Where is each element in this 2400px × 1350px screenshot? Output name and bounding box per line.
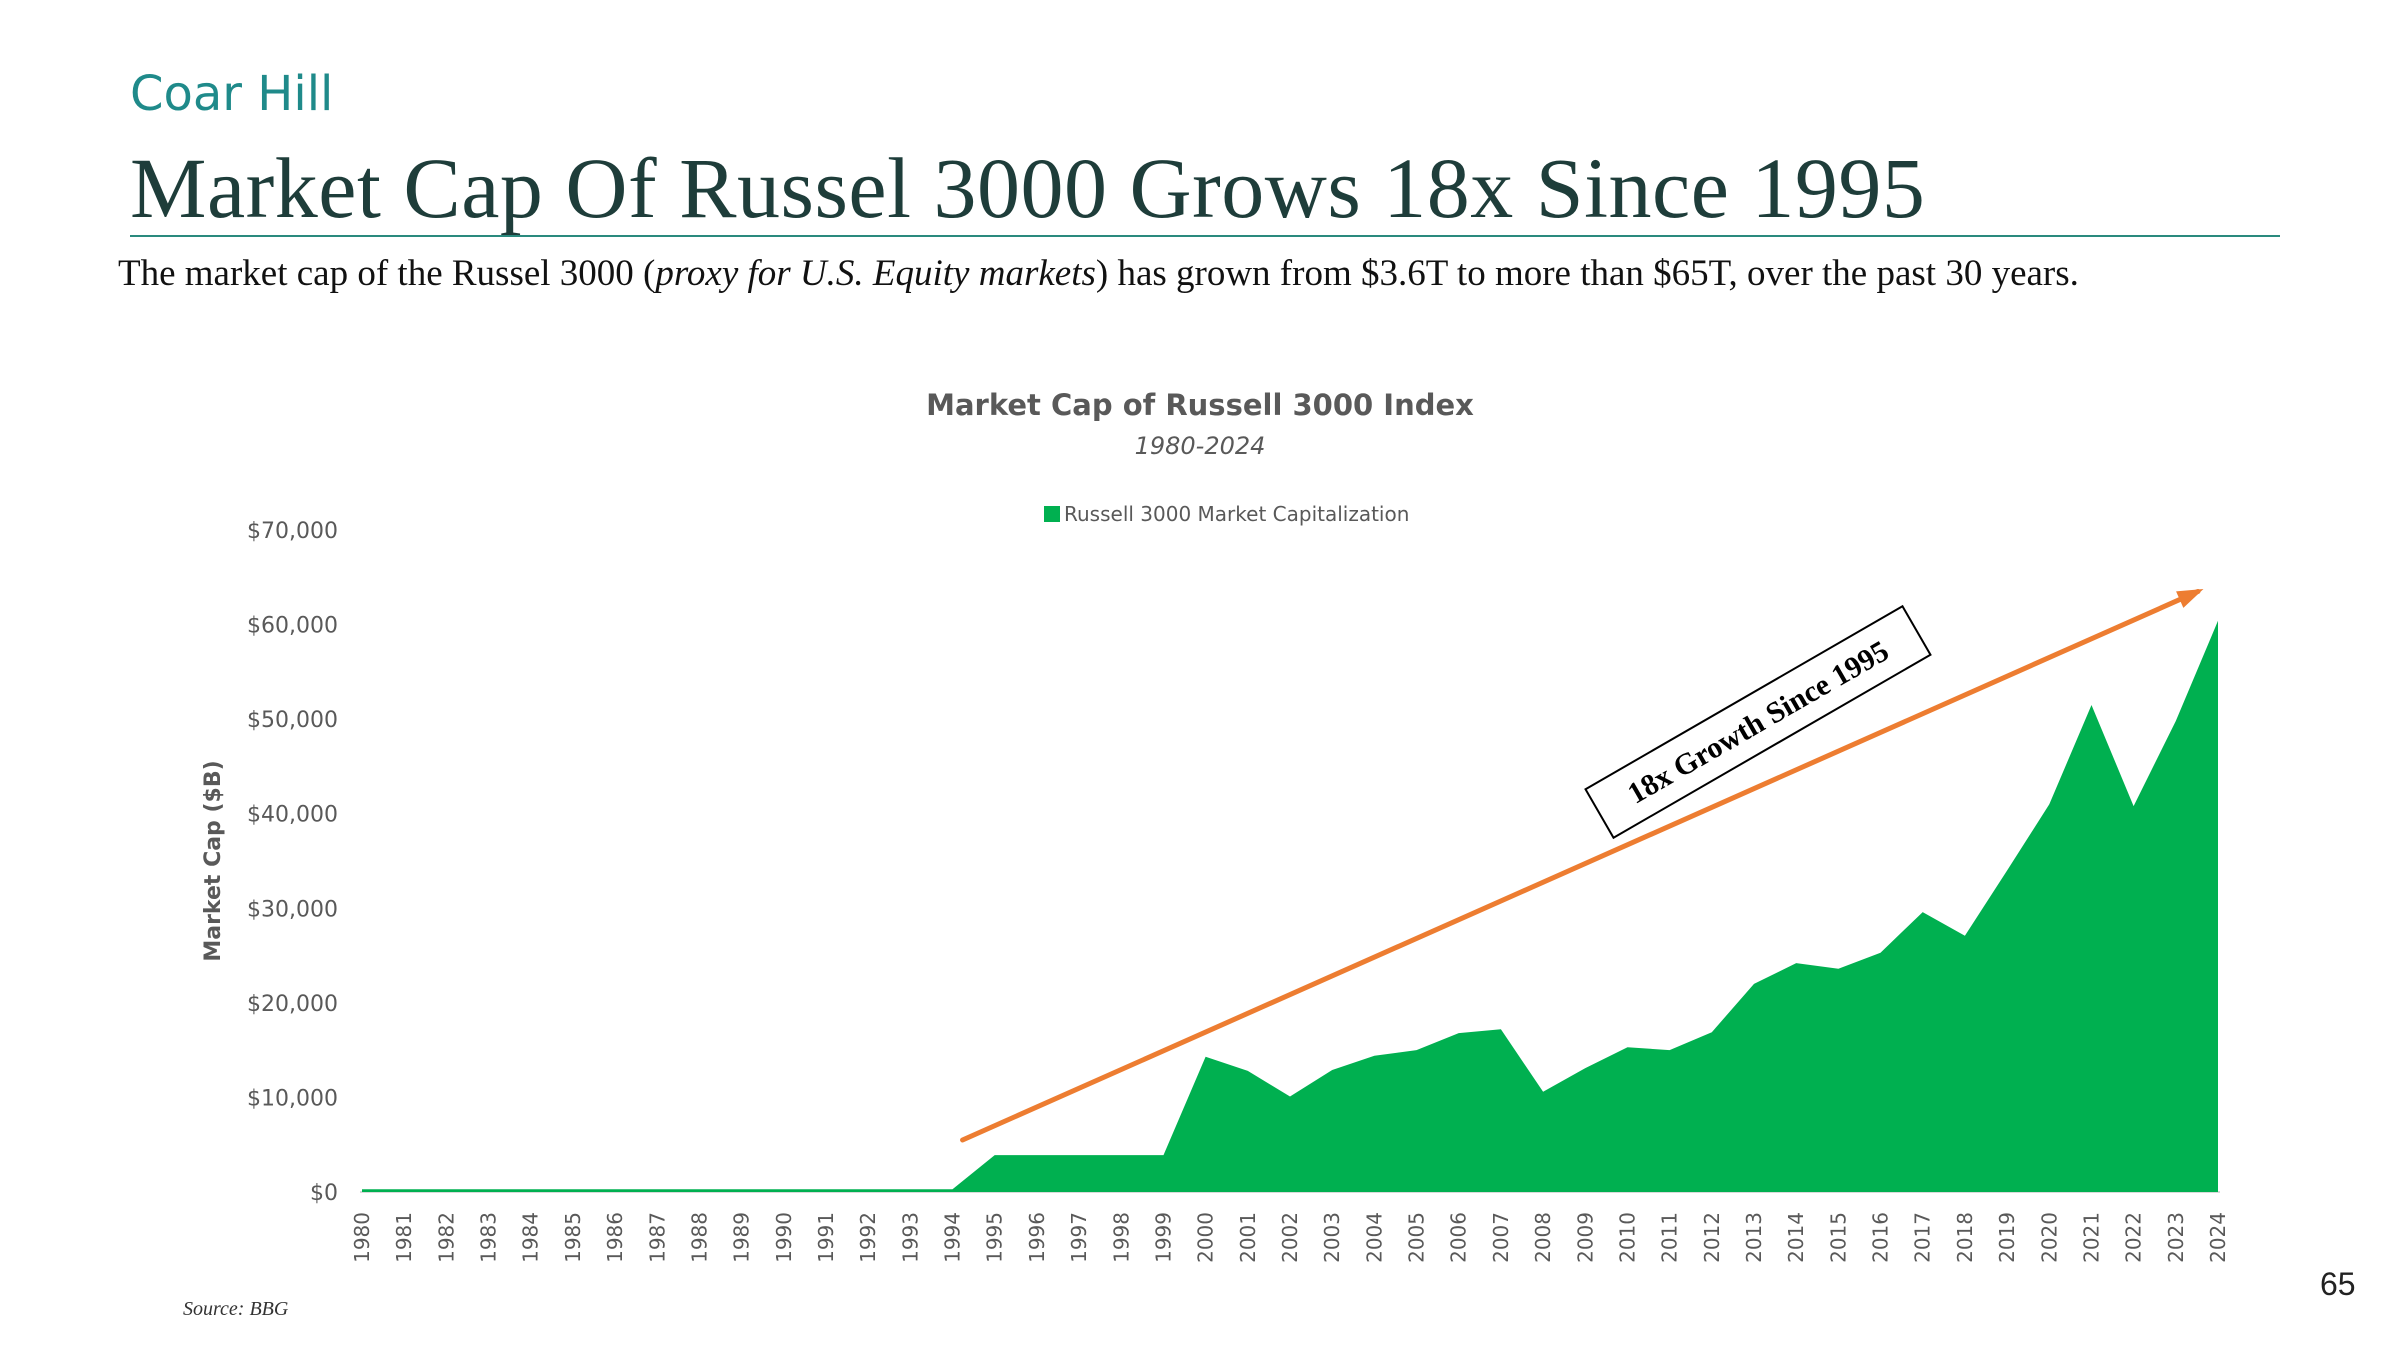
y-axis: $0 $10,000 $20,000 $30,000 $40,000 $50,000 $60… — [201, 519, 338, 1206]
x-tick-label: 1988 — [687, 1212, 711, 1263]
x-tick-label: 1990 — [772, 1212, 796, 1263]
x-tick-label: 1993 — [898, 1212, 922, 1263]
x-tick-label: 1989 — [730, 1212, 754, 1263]
x-tick-label: 2011 — [1658, 1212, 1682, 1263]
x-tick-label: 2018 — [1953, 1212, 1977, 1263]
chart-legend: Russell 3000 Market Capitalization — [1044, 502, 1409, 526]
x-tick-label: 1987 — [645, 1212, 669, 1263]
x-tick-label: 1994 — [941, 1212, 965, 1263]
x-tick-label: 2014 — [1784, 1212, 1808, 1263]
growth-arrow-line — [960, 588, 2201, 1143]
page-subtitle: The market cap of the Russel 3000 (proxy… — [118, 252, 2079, 295]
x-tick-label: 2016 — [1869, 1212, 1893, 1263]
x-tick-label: 2012 — [1700, 1212, 1724, 1263]
x-tick-label: 1985 — [561, 1212, 585, 1263]
x-tick-label: 2008 — [1531, 1212, 1555, 1263]
legend-swatch — [1044, 506, 1060, 522]
x-tick-label: 2009 — [1573, 1212, 1597, 1263]
x-tick-label: 1998 — [1109, 1212, 1133, 1263]
subtitle-pre: The market cap of the Russel 3000 ( — [118, 253, 656, 294]
x-tick-label: 2007 — [1489, 1212, 1513, 1263]
y-axis-title: Market Cap ($B) — [201, 760, 226, 961]
legend-label: Russell 3000 Market Capitalization — [1064, 502, 1410, 526]
x-tick-label: 2003 — [1320, 1212, 1344, 1263]
x-tick-label: 1983 — [477, 1212, 501, 1263]
x-tick-label: 2019 — [1995, 1212, 2019, 1263]
x-tick-label: 2017 — [1911, 1212, 1935, 1263]
x-tick-label: 2005 — [1405, 1212, 1429, 1263]
y-tick-label: $60,000 — [247, 614, 338, 639]
x-tick-label: 2022 — [2122, 1212, 2146, 1263]
chart-title: Market Cap of Russell 3000 Index — [926, 388, 1474, 422]
x-tick-label: 2015 — [1826, 1212, 1850, 1263]
growth-label: 18x Growth Since 1995 — [1584, 604, 1932, 840]
growth-label-box — [1584, 604, 1932, 840]
x-axis: 1980 1981 1982 1983 1984 1985 1986 1987 1988 1989… — [350, 1191, 2230, 1263]
y-tick-label: $30,000 — [247, 897, 338, 922]
source-note: Source: BBG — [183, 1298, 289, 1320]
subtitle-post: ) has grown from $3.6T to more than $65T… — [1095, 253, 2079, 294]
x-tick-label: 2006 — [1447, 1212, 1471, 1263]
growth-arrowhead — [2176, 589, 2204, 608]
x-tick-label: 1992 — [856, 1212, 880, 1263]
chart-subtitle: 1980-2024 — [1134, 432, 1266, 460]
title-divider — [130, 235, 2280, 237]
brand-name: Coar Hill — [130, 66, 334, 122]
plot-area — [362, 620, 2218, 1192]
x-tick-label: 1999 — [1151, 1212, 1175, 1263]
x-tick-label: 2023 — [2164, 1212, 2188, 1263]
x-tick-label: 2002 — [1278, 1212, 1302, 1263]
x-tick-label: 1980 — [350, 1212, 374, 1263]
x-tick-label: 2021 — [2079, 1212, 2103, 1263]
x-tick-label: 2004 — [1362, 1212, 1386, 1263]
x-tick-label: 2013 — [1742, 1212, 1766, 1263]
x-tick-label: 1984 — [519, 1212, 543, 1263]
x-tick-label: 1981 — [392, 1212, 416, 1263]
x-tick-label: 1995 — [983, 1212, 1007, 1263]
y-tick-label: $0 — [310, 1181, 338, 1206]
series-area — [362, 620, 2218, 1192]
y-tick-label: $70,000 — [247, 519, 338, 544]
y-tick-label: $20,000 — [247, 992, 338, 1017]
x-tick-label: 2010 — [1615, 1212, 1639, 1263]
x-tick-label: 1997 — [1067, 1212, 1091, 1263]
x-tick-label: 2020 — [2037, 1212, 2061, 1263]
x-tick-label: 2000 — [1194, 1212, 1218, 1263]
x-tick-label: 2024 — [2206, 1212, 2230, 1263]
x-tick-label: 1991 — [814, 1212, 838, 1263]
x-tick-label: 1986 — [603, 1212, 627, 1263]
x-tick-label: 1982 — [434, 1212, 458, 1263]
page-number: 65 — [2320, 1266, 2356, 1302]
y-tick-label: $40,000 — [247, 803, 338, 828]
x-tick-label: 2001 — [1236, 1212, 1260, 1263]
y-tick-label: $50,000 — [247, 708, 338, 733]
y-tick-label: $10,000 — [247, 1086, 338, 1111]
subtitle-emphasis: proxy for U.S. Equity markets — [655, 253, 1096, 294]
x-tick-label: 1996 — [1025, 1212, 1049, 1263]
page-title: Market Cap Of Russel 3000 Grows 18x Sinc… — [130, 140, 1926, 236]
